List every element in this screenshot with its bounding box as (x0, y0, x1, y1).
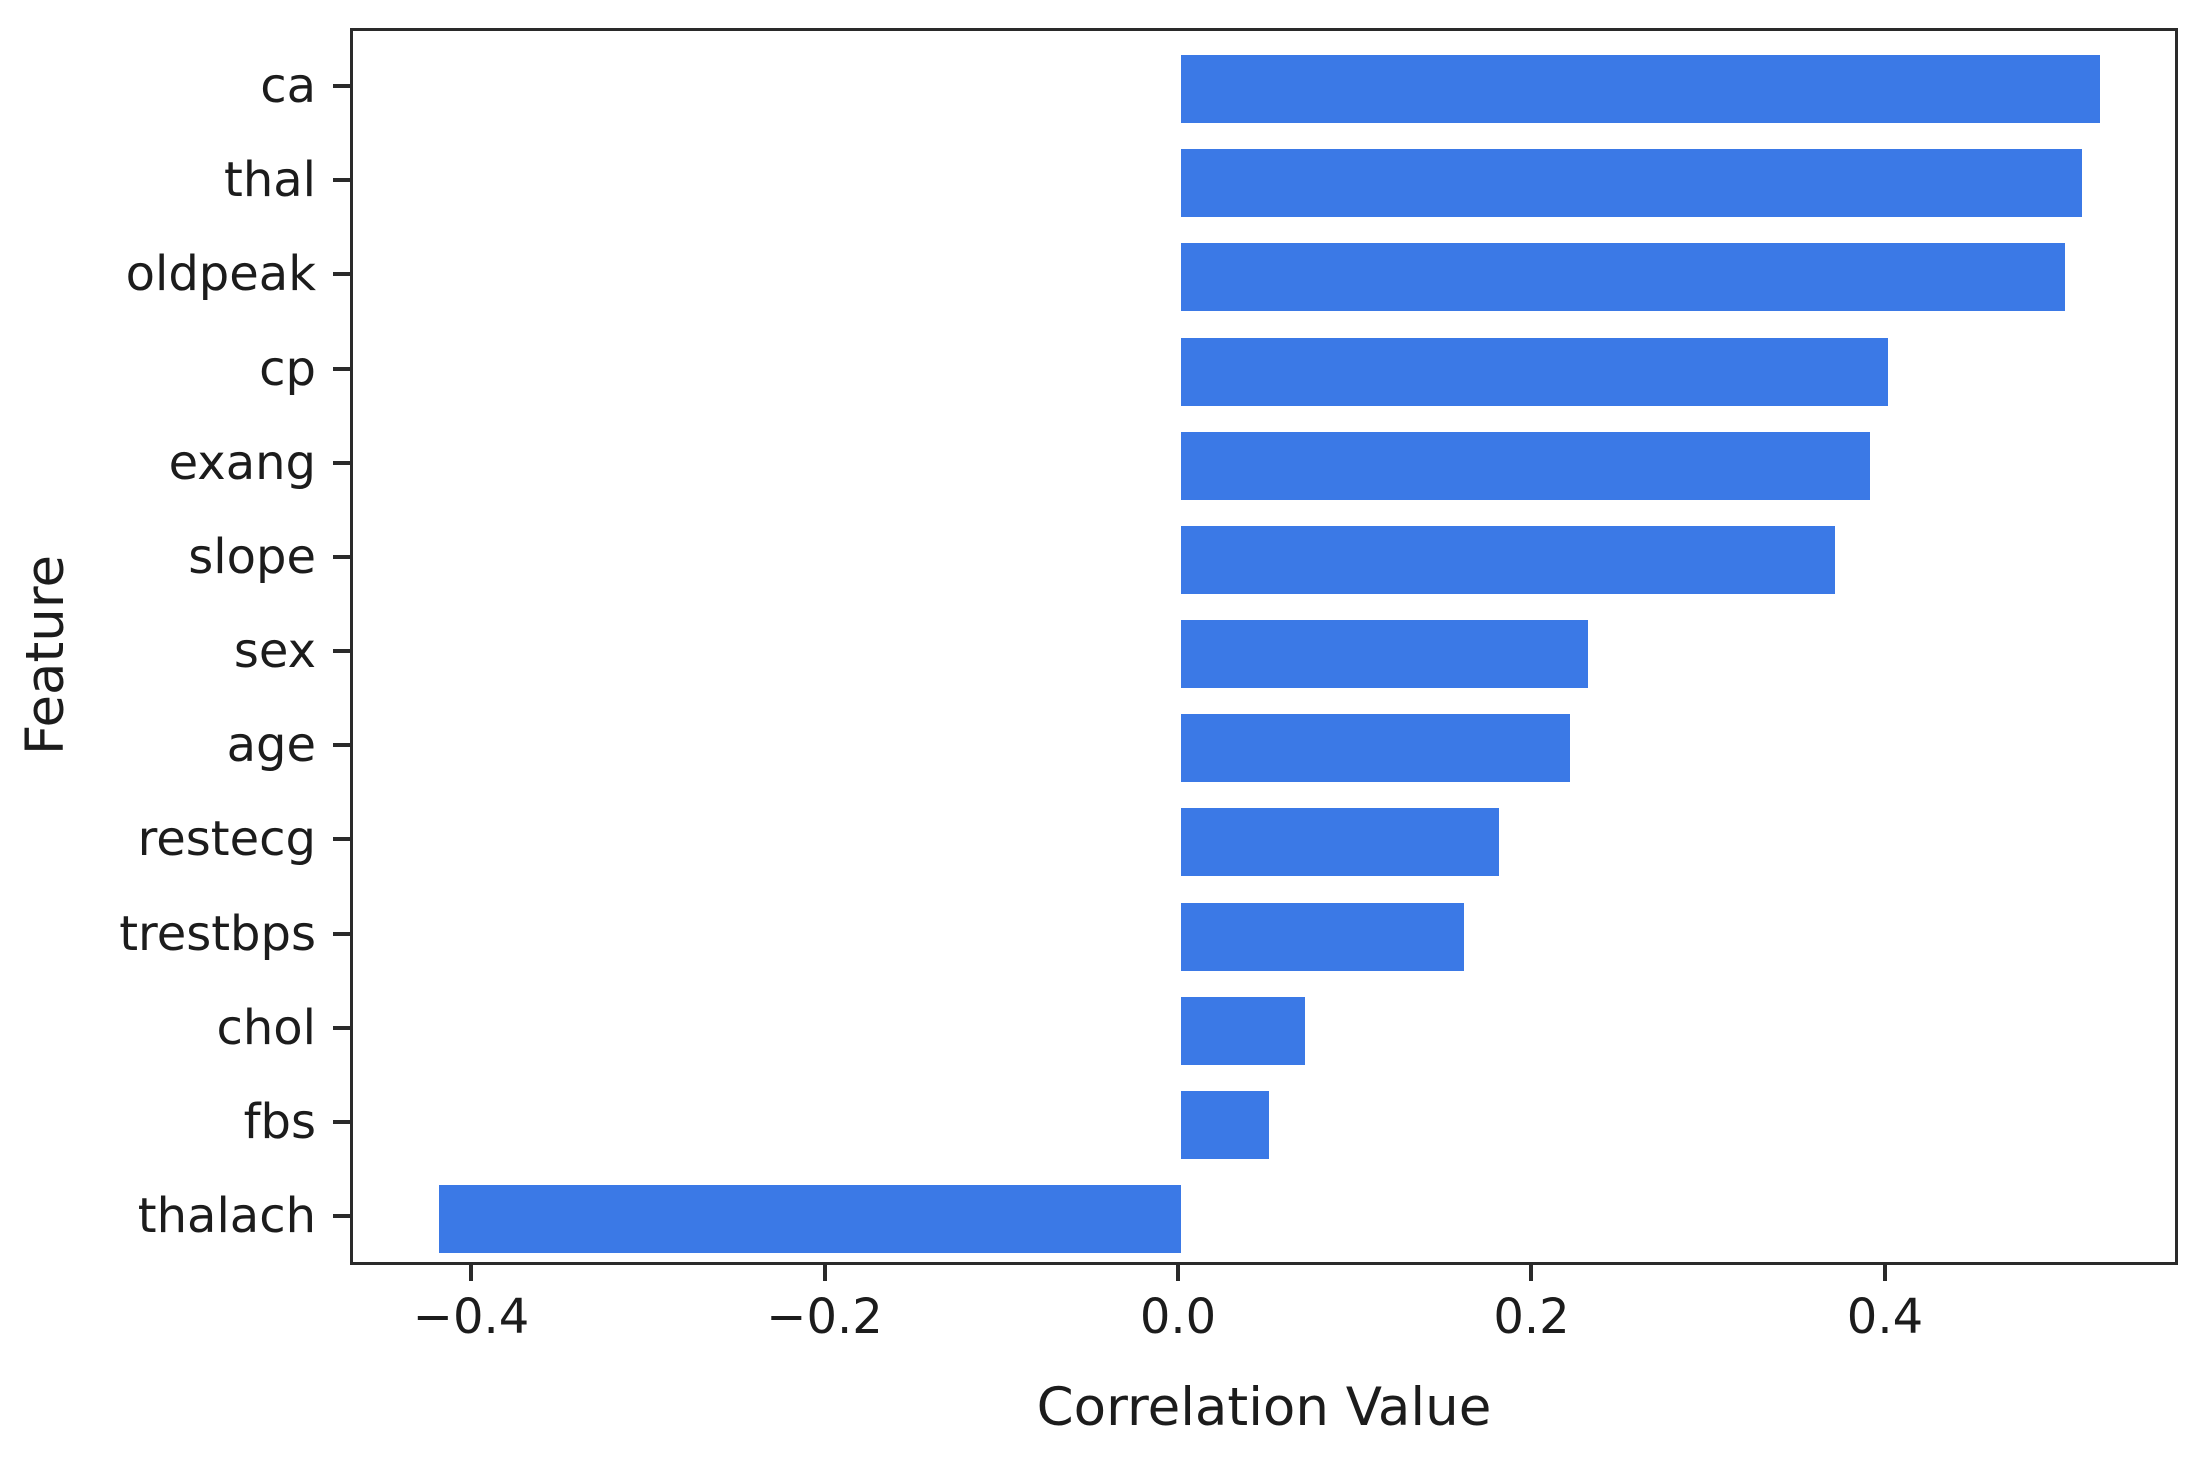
y-tick-label-trestbps: trestbps (119, 905, 316, 962)
x-axis-title: Correlation Value (1036, 1377, 1492, 1438)
y-tick-label-chol: chol (216, 999, 316, 1056)
x-tick-mark-0.4 (1882, 1265, 1887, 1281)
bar-oldpeak (1181, 243, 2065, 312)
y-tick-mark-fbs (333, 1119, 350, 1124)
plot-area (350, 28, 2178, 1265)
y-tick-mark-thalach (333, 1214, 350, 1218)
bar-exang (1181, 431, 1871, 500)
y-tick-mark-sex (333, 649, 350, 653)
x-tick-mark-0.0 (1176, 1265, 1181, 1281)
y-tick-mark-exang (333, 460, 350, 465)
x-tick-label-−0.4: −0.4 (412, 1289, 530, 1345)
bar-ca (1181, 55, 2101, 123)
x-tick-mark-0.2 (1529, 1265, 1534, 1281)
y-tick-label-thal: thal (224, 152, 316, 209)
bar-thal (1181, 149, 2083, 218)
bar-thalach (438, 1185, 1181, 1253)
y-tick-label-restecg: restecg (137, 811, 316, 868)
x-tick-mark-−0.2 (822, 1265, 827, 1281)
x-tick-label-0.0: 0.0 (1139, 1289, 1217, 1345)
y-tick-label-slope: slope (188, 528, 316, 585)
x-tick-label-0.4: 0.4 (1846, 1289, 1924, 1345)
x-tick-mark-−0.4 (469, 1265, 474, 1281)
y-tick-label-sex: sex (233, 623, 316, 679)
y-tick-mark-age (333, 743, 350, 748)
y-tick-label-oldpeak: oldpeak (125, 246, 316, 303)
y-tick-mark-restecg (333, 837, 350, 842)
bar-slope (1181, 525, 1835, 594)
y-tick-mark-ca (333, 84, 350, 88)
y-tick-mark-cp (333, 366, 350, 371)
y-tick-mark-chol (333, 1025, 350, 1030)
y-tick-label-exang: exang (168, 434, 316, 491)
y-tick-label-fbs: fbs (243, 1093, 316, 1150)
bar-cp (1181, 337, 1888, 406)
y-tick-label-thalach: thalach (137, 1188, 316, 1244)
bar-sex (1181, 620, 1588, 688)
y-tick-mark-trestbps (333, 931, 350, 936)
y-tick-label-age: age (226, 717, 316, 774)
bar-restecg (1181, 808, 1500, 877)
y-tick-label-ca: ca (260, 58, 316, 114)
x-tick-label-0.2: 0.2 (1493, 1289, 1570, 1345)
y-tick-mark-oldpeak (333, 272, 350, 277)
bar-trestbps (1181, 902, 1464, 971)
y-tick-mark-thal (333, 178, 350, 183)
y-tick-label-cp: cp (259, 340, 316, 397)
x-tick-label-−0.2: −0.2 (766, 1289, 883, 1345)
bar-age (1181, 714, 1570, 783)
bar-chol (1181, 996, 1305, 1065)
y-tick-mark-slope (333, 554, 350, 559)
bar-fbs (1181, 1090, 1270, 1159)
